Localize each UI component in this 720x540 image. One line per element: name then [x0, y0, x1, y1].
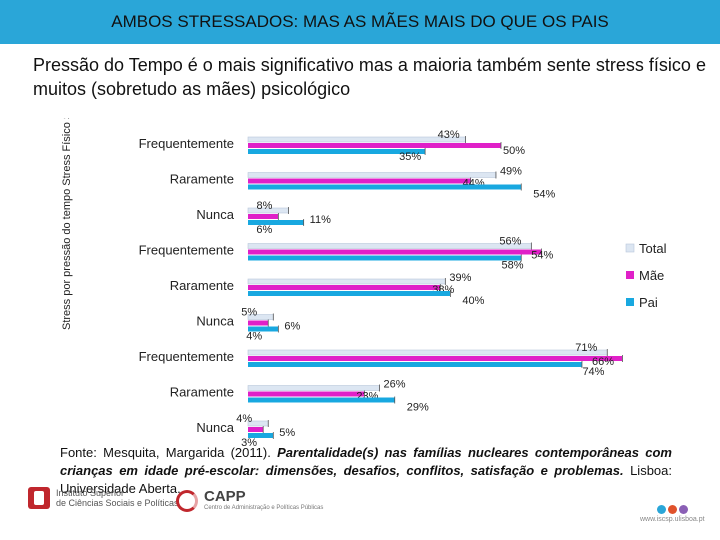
- title-bar: AMBOS STRESSADOS: MAS AS MÃES MAIS DO QU…: [0, 0, 720, 44]
- source-suffix: Lisboa: Universidade Aberta.: [60, 463, 672, 496]
- data-label: 35%: [399, 151, 421, 163]
- category-label: Nunca: [196, 207, 234, 222]
- iscsp-logo: Instituto Superior de Ciências Sociais e…: [28, 487, 179, 509]
- bar-pai: [248, 291, 451, 296]
- bar-total: [247, 243, 532, 249]
- data-label: 58%: [501, 260, 523, 272]
- bar-mãe: [248, 427, 264, 432]
- bar-mãe: [248, 249, 542, 255]
- bar-pai: [248, 255, 522, 261]
- category-label: Frequentemente: [139, 349, 234, 364]
- data-label: 29%: [407, 402, 429, 414]
- data-label: 66%: [592, 356, 614, 368]
- source-prefix: Fonte: Mesquita, Margarida (2011).: [60, 445, 271, 460]
- bar-pai: [248, 184, 522, 190]
- bar-mãe: [248, 143, 501, 148]
- bar-mãe: [248, 356, 623, 361]
- bar-pai: [248, 397, 395, 403]
- footer: Instituto Superior de Ciências Sociais e…: [0, 485, 720, 540]
- category-label: Nunca: [196, 314, 234, 329]
- legend-swatch-total: [625, 243, 635, 253]
- data-label: 54%: [531, 250, 553, 262]
- page-title: AMBOS STRESSADOS: MAS AS MÃES MAIS DO QU…: [111, 12, 609, 31]
- data-label: 50%: [503, 145, 525, 157]
- data-label: 56%: [499, 236, 521, 248]
- category-label: Raramente: [170, 172, 234, 187]
- site-dots-icon: [640, 505, 705, 514]
- capp-name: CAPP: [204, 488, 246, 505]
- data-label: 3%: [241, 437, 257, 448]
- iscsp-logo-icon: [28, 487, 50, 509]
- data-label: 74%: [582, 366, 604, 378]
- bar-mãe: [248, 178, 471, 184]
- bar-pai: [248, 326, 279, 332]
- iscsp-line-1: Instituto Superior: [56, 488, 125, 498]
- legend-label: Total: [639, 241, 667, 256]
- iscsp-line-2: de Ciências Sociais e Políticas: [56, 498, 179, 508]
- data-label: 26%: [384, 379, 406, 391]
- page-subtitle: Pressão do Tempo é o mais significativo …: [33, 55, 706, 99]
- data-label: 6%: [284, 321, 300, 333]
- data-label: 11%: [310, 214, 331, 226]
- bar-pai: [248, 362, 582, 367]
- bar-chart: Stress por pressão do tempo Stress Físic…: [61, 118, 667, 448]
- data-label: 43%: [438, 129, 460, 141]
- bar-total: [247, 136, 466, 143]
- category-label: Frequentemente: [139, 243, 234, 258]
- data-label: 4%: [236, 413, 252, 425]
- bar-total: [247, 172, 497, 178]
- data-label: 39%: [449, 272, 471, 284]
- data-label: 6%: [256, 224, 272, 236]
- source-citation: Fonte: Mesquita, Margarida (2011). Paren…: [60, 444, 672, 498]
- bar-total: [247, 349, 608, 356]
- data-label: 54%: [533, 189, 555, 201]
- legend-swatch-pai: [626, 298, 634, 306]
- category-label: Raramente: [170, 278, 234, 293]
- data-label: 4%: [246, 331, 262, 343]
- data-label: 40%: [462, 295, 484, 307]
- data-label: 49%: [500, 166, 522, 178]
- data-label: 5%: [241, 307, 257, 319]
- bar-mãe: [248, 391, 365, 397]
- site-dot: [656, 505, 666, 514]
- bar-pai: [248, 433, 274, 438]
- y-axis-label: Stress por pressão do tempo Stress Físic…: [61, 118, 73, 330]
- bar-pai: [248, 149, 426, 154]
- category-label: Frequentemente: [139, 136, 234, 151]
- capp-logo: CAPP Centro de Administração e Políticas…: [176, 489, 323, 512]
- bar-mãe: [248, 320, 269, 326]
- bar-pai: [248, 220, 304, 225]
- bar-mãe: [248, 214, 279, 219]
- data-label: 5%: [279, 427, 295, 439]
- site-url: www.iscsp.ulisboa.pt: [640, 516, 705, 523]
- capp-logo-icon: [176, 489, 198, 512]
- category-label: Raramente: [170, 385, 234, 400]
- source-publication: Parentalidade(s) nas famílias nucleares …: [60, 445, 672, 478]
- legend-swatch-mãe: [626, 271, 634, 279]
- site-dot: [667, 505, 677, 514]
- site-logo: www.iscsp.ulisboa.pt: [640, 505, 705, 523]
- capp-subtitle: Centro de Administração e Políticas Públ…: [204, 505, 324, 511]
- bar-mãe: [248, 285, 441, 290]
- data-label: 71%: [575, 342, 597, 354]
- legend-label: Mãe: [639, 268, 664, 283]
- legend-label: Pai: [639, 295, 658, 310]
- site-dot: [678, 505, 688, 514]
- data-label: 8%: [256, 200, 272, 212]
- bar-total: [247, 278, 446, 285]
- category-label: Nunca: [196, 420, 234, 435]
